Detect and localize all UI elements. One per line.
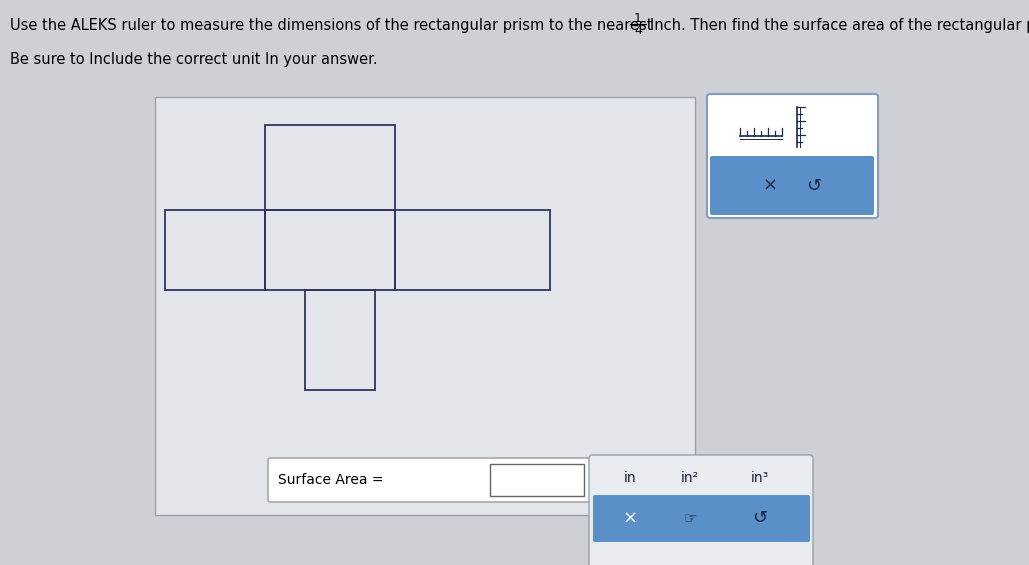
Bar — [490, 464, 584, 496]
Text: ☞: ☞ — [683, 511, 697, 526]
FancyBboxPatch shape — [710, 156, 874, 215]
Bar — [165, 210, 265, 290]
FancyBboxPatch shape — [589, 455, 813, 565]
Text: in: in — [624, 471, 636, 485]
Bar — [395, 210, 549, 290]
Text: 4: 4 — [634, 24, 642, 37]
FancyBboxPatch shape — [155, 97, 695, 515]
Bar — [265, 125, 395, 210]
Text: ×: × — [623, 510, 638, 528]
Bar — [265, 210, 395, 290]
FancyBboxPatch shape — [707, 94, 878, 218]
FancyBboxPatch shape — [593, 495, 810, 542]
Text: in³: in³ — [751, 471, 769, 485]
Text: in²: in² — [681, 471, 699, 485]
Text: ×: × — [762, 176, 778, 194]
Text: ↺: ↺ — [807, 176, 821, 194]
Text: 1: 1 — [634, 12, 642, 25]
Text: Be sure to Include the correct unit In your answer.: Be sure to Include the correct unit In y… — [10, 52, 378, 67]
FancyBboxPatch shape — [268, 458, 592, 502]
Bar — [305, 290, 375, 390]
Text: Surface Area =: Surface Area = — [278, 473, 384, 487]
Text: Use the ALEKS ruler to measure the dimensions of the rectangular prism to the ne: Use the ALEKS ruler to measure the dimen… — [10, 18, 662, 33]
Text: ↺: ↺ — [752, 510, 768, 528]
Text: Inch. Then find the surface area of the rectangular prism.: Inch. Then find the surface area of the … — [650, 18, 1029, 33]
